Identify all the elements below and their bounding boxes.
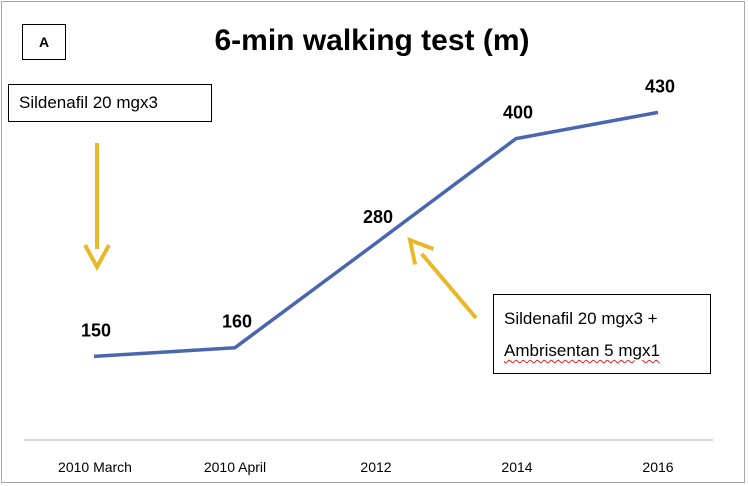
x-tick-label-0: 2010 March [58, 459, 132, 475]
x-tick-labels: 2010 March 2010 April 2012 2014 2016 [58, 459, 674, 475]
chart-title: 6-min walking test (m) [214, 24, 530, 57]
down-arrow-icon-head [83, 244, 111, 272]
annotation-text: Sildenafil 20 mgx3 [19, 93, 158, 112]
data-label-4: 430 [645, 76, 675, 96]
x-tick-label-2: 2012 [360, 459, 391, 475]
down-arrow-icon [83, 143, 111, 272]
x-tick-label-4: 2016 [642, 459, 673, 475]
data-labels: 150 160 280 400 430 [81, 76, 675, 340]
data-label-1: 160 [222, 312, 252, 332]
panel-label: A [22, 24, 66, 60]
data-label-0: 150 [81, 320, 111, 340]
series-line [93, 110, 659, 359]
annotation-sildenafil-ambrisentan: Sildenafil 20 mgx3 + Ambrisentan 5 mgx1 [493, 294, 711, 374]
data-label-2: 280 [363, 207, 393, 227]
annotation-sildenafil: Sildenafil 20 mgx3 [8, 84, 212, 122]
x-tick-label-3: 2014 [501, 459, 532, 475]
annotation-arrows [83, 143, 478, 320]
up-left-arrow-icon-head [407, 236, 435, 265]
data-label-3: 400 [503, 103, 533, 123]
annotation-text-line-1: Sildenafil 20 mgx3 + [504, 309, 658, 328]
up-left-arrow-icon [407, 236, 478, 320]
x-tick-label-1: 2010 April [204, 459, 266, 475]
up-left-arrow-icon-shaft [420, 252, 478, 320]
annotation-text-line-2: Ambrisentan 5 mgx1 [504, 341, 660, 360]
